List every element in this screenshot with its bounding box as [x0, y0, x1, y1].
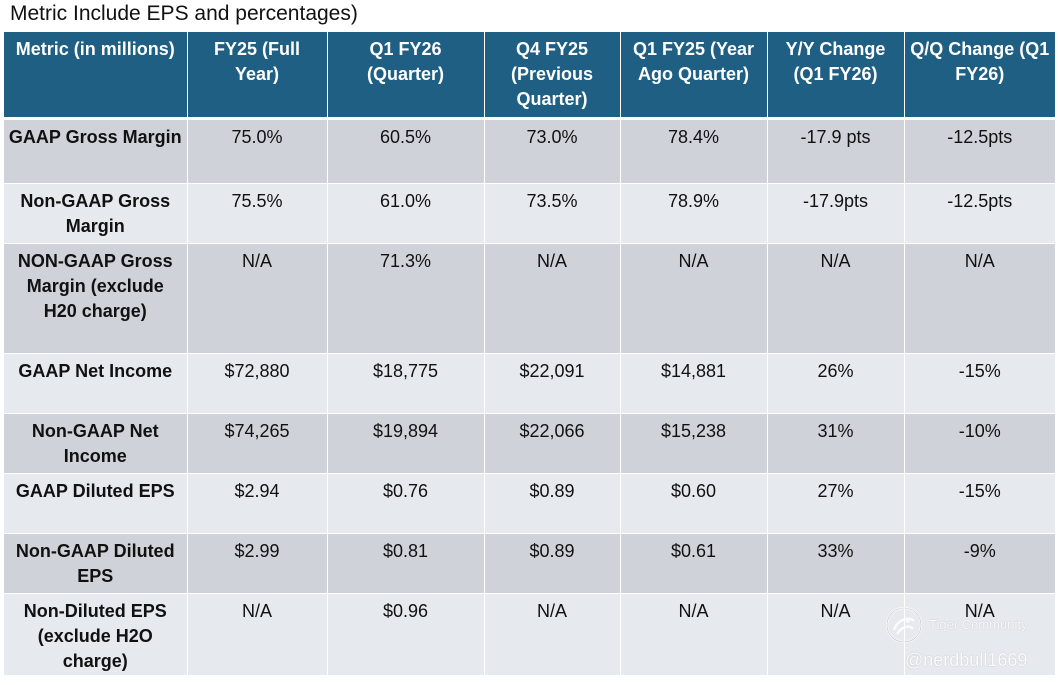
metrics-table: Metric (in millions) FY25 (Full Year) Q1… — [4, 32, 1055, 676]
table-cell: $0.76 — [327, 473, 485, 534]
table-cell: N/A — [484, 243, 621, 354]
metric-name-cell: GAAP Net Income — [4, 353, 188, 414]
table-cell: $0.89 — [484, 473, 621, 534]
table-cell: N/A — [187, 593, 328, 676]
table-row: GAAP Net Income $72,880 $18,775 $22,091 … — [4, 353, 1055, 414]
metric-name-cell: Non-GAAP Diluted EPS — [4, 533, 188, 594]
header-q1-fy25: Q1 FY25 (Year Ago Quarter) — [620, 32, 768, 120]
table-cell: $22,066 — [484, 413, 621, 474]
watermark: Tiger Community @nerdbull1669 — [885, 606, 1055, 676]
table-cell: -17.9 pts — [767, 118, 905, 184]
table-cell: 78.4% — [620, 118, 768, 184]
metric-name-cell: Non-Diluted EPS (exclude H2O charge) — [4, 593, 188, 676]
table-body: GAAP Gross Margin 75.0% 60.5% 73.0% 78.4… — [4, 118, 1055, 676]
watermark-handle: @nerdbull1669 — [905, 650, 1028, 670]
table-cell: N/A — [904, 593, 1055, 676]
table-row: Non-Diluted EPS (exclude H2O charge) N/A… — [4, 593, 1055, 676]
table-cell: $19,894 — [327, 413, 485, 474]
table-cell: -15% — [904, 473, 1055, 534]
table-cell: 73.0% — [484, 118, 621, 184]
table-cell: N/A — [484, 593, 621, 676]
table-cell: -10% — [904, 413, 1055, 474]
table-cell: 61.0% — [327, 183, 485, 244]
table-cell: $15,238 — [620, 413, 768, 474]
watermark-brand: Tiger Community — [929, 617, 1028, 632]
table-cell: N/A — [187, 243, 328, 354]
table-row: GAAP Gross Margin 75.0% 60.5% 73.0% 78.4… — [4, 118, 1055, 184]
metric-name-cell: NON-GAAP Gross Margin (exclude H20 charg… — [4, 243, 188, 354]
table-cell: N/A — [767, 593, 905, 676]
table-cell: 31% — [767, 413, 905, 474]
table-header: Metric (in millions) FY25 (Full Year) Q1… — [4, 32, 1055, 120]
page-title: Metric Include EPS and percentages) — [10, 2, 358, 25]
table-row: NON-GAAP Gross Margin (exclude H20 charg… — [4, 243, 1055, 354]
table-cell: $0.89 — [484, 533, 621, 594]
table-cell: 75.5% — [187, 183, 328, 244]
metric-name-cell: GAAP Gross Margin — [4, 118, 188, 184]
table-cell: -15% — [904, 353, 1055, 414]
table-cell: $18,775 — [327, 353, 485, 414]
header-fy25-full-year: FY25 (Full Year) — [187, 32, 328, 120]
table-cell: 60.5% — [327, 118, 485, 184]
header-q1-fy26: Q1 FY26 (Quarter) — [327, 32, 485, 120]
table-cell: $2.94 — [187, 473, 328, 534]
tiger-community-logo-icon — [885, 606, 923, 644]
table-cell: 78.9% — [620, 183, 768, 244]
table-cell: $2.99 — [187, 533, 328, 594]
table-row: Non-GAAP Gross Margin 75.5% 61.0% 73.5% … — [4, 183, 1055, 244]
table-cell: 33% — [767, 533, 905, 594]
table-row: Non-GAAP Net Income $74,265 $19,894 $22,… — [4, 413, 1055, 474]
metric-name-cell: GAAP Diluted EPS — [4, 473, 188, 534]
table-cell: -9% — [904, 533, 1055, 594]
table-cell: $22,091 — [484, 353, 621, 414]
table-cell: 73.5% — [484, 183, 621, 244]
table-cell: $0.81 — [327, 533, 485, 594]
table-cell: -12.5pts — [904, 183, 1055, 244]
table-cell: $72,880 — [187, 353, 328, 414]
table-cell: -12.5pts — [904, 118, 1055, 184]
header-metric: Metric (in millions) — [4, 32, 188, 120]
table-cell: 71.3% — [327, 243, 485, 354]
table-cell: N/A — [620, 593, 768, 676]
table-cell: 27% — [767, 473, 905, 534]
table-cell: -17.9pts — [767, 183, 905, 244]
header-q4-fy25: Q4 FY25 (Previous Quarter) — [484, 32, 621, 120]
header-qoq-change: Q/Q Change (Q1 FY26) — [904, 32, 1055, 120]
table-cell: 75.0% — [187, 118, 328, 184]
table-cell: $0.96 — [327, 593, 485, 676]
table-cell: 26% — [767, 353, 905, 414]
metric-name-cell: Non-GAAP Net Income — [4, 413, 188, 474]
metric-name-cell: Non-GAAP Gross Margin — [4, 183, 188, 244]
table-row: GAAP Diluted EPS $2.94 $0.76 $0.89 $0.60… — [4, 473, 1055, 534]
header-yoy-change: Y/Y Change (Q1 FY26) — [767, 32, 905, 120]
table-cell: $14,881 — [620, 353, 768, 414]
header-row: Metric (in millions) FY25 (Full Year) Q1… — [4, 32, 1055, 120]
table-row: Non-GAAP Diluted EPS $2.99 $0.81 $0.89 $… — [4, 533, 1055, 594]
table-cell: N/A — [620, 243, 768, 354]
table-cell: N/A — [904, 243, 1055, 354]
table-cell: $0.61 — [620, 533, 768, 594]
table-cell: $0.60 — [620, 473, 768, 534]
table-cell: $74,265 — [187, 413, 328, 474]
table-cell: N/A — [767, 243, 905, 354]
